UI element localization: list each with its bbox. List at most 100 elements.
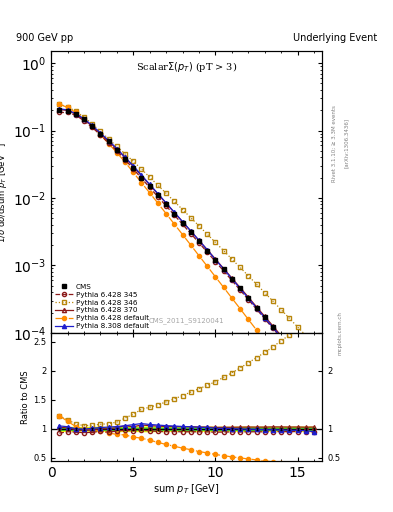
Pythia 8.308 default (114, 145, 119, 152)
Pythia 6.428 346 (131, 158, 136, 164)
Text: Rivet 3.1.10; ≥ 3.3M events: Rivet 3.1.10; ≥ 3.3M events (332, 105, 337, 182)
Pythia 6.428 345 (303, 365, 308, 371)
Pythia 8.308 default (164, 200, 169, 206)
Pythia 8.308 default (57, 105, 62, 112)
Pythia 6.428 default (263, 338, 267, 344)
Pythia 8.308 default (65, 107, 70, 113)
Pythia 8.308 default (131, 163, 136, 169)
Pythia 8.308 default (106, 137, 111, 143)
Pythia 6.428 345 (123, 157, 127, 163)
Pythia 6.428 346 (303, 332, 308, 338)
Pythia 6.428 default (303, 392, 308, 398)
Pythia 6.428 default (172, 221, 177, 227)
Pythia 6.428 370 (180, 219, 185, 225)
Pythia 6.428 default (73, 110, 78, 116)
Pythia 6.428 346 (295, 324, 300, 330)
Text: Scalar$\Sigma(p_T)$ (pT > 3): Scalar$\Sigma(p_T)$ (pT > 3) (136, 60, 237, 74)
Pythia 6.428 370 (312, 372, 316, 378)
Pythia 6.428 345 (172, 212, 177, 218)
Pythia 6.428 345 (188, 230, 193, 237)
Text: Underlying Event: Underlying Event (293, 33, 377, 44)
Pythia 6.428 370 (295, 352, 300, 358)
Pythia 6.428 370 (263, 313, 267, 319)
Pythia 6.428 346 (238, 264, 242, 270)
Pythia 6.428 346 (114, 143, 119, 150)
Pythia 6.428 default (82, 116, 86, 122)
Pythia 6.428 370 (238, 285, 242, 291)
Pythia 6.428 370 (287, 343, 292, 349)
Pythia 6.428 370 (271, 323, 275, 329)
Pythia 6.428 default (238, 306, 242, 312)
Pythia 6.428 345 (221, 268, 226, 274)
Pythia 6.428 346 (188, 215, 193, 221)
Y-axis label: 1/$\sigma$ d$\sigma$/dsum $p_T$ [GeV$^{-1}$]: 1/$\sigma$ d$\sigma$/dsum $p_T$ [GeV$^{-… (0, 141, 10, 243)
Pythia 8.308 default (82, 116, 86, 122)
Pythia 6.428 default (90, 123, 95, 129)
Text: 900 GeV pp: 900 GeV pp (16, 33, 73, 44)
Pythia 6.428 345 (98, 132, 103, 138)
Pythia 6.428 370 (156, 191, 160, 197)
Pythia 6.428 default (295, 381, 300, 387)
Pythia 6.428 default (188, 242, 193, 248)
Pythia 6.428 345 (65, 110, 70, 116)
Pythia 6.428 345 (156, 194, 160, 200)
Pythia 8.308 default (246, 295, 251, 301)
Pythia 8.308 default (238, 285, 242, 291)
Pythia 6.428 346 (205, 231, 209, 237)
Pythia 6.428 345 (147, 184, 152, 190)
Text: CMS_2011_S9120041: CMS_2011_S9120041 (149, 317, 224, 325)
Pythia 6.428 default (312, 403, 316, 409)
Pythia 6.428 345 (90, 124, 95, 131)
Pythia 6.428 default (131, 169, 136, 176)
Pythia 6.428 default (123, 159, 127, 165)
Pythia 6.428 default (139, 180, 144, 186)
Pythia 8.308 default (196, 238, 201, 244)
Pythia 6.428 370 (73, 111, 78, 117)
Pythia 6.428 345 (246, 296, 251, 303)
Pythia 6.428 370 (196, 237, 201, 243)
Pythia 6.428 345 (114, 148, 119, 154)
Pythia 8.308 default (254, 305, 259, 311)
Pythia 6.428 346 (196, 223, 201, 229)
Pythia 6.428 345 (164, 203, 169, 209)
Pythia 6.428 345 (213, 259, 218, 265)
Pythia 6.428 default (246, 316, 251, 323)
Pythia 6.428 345 (263, 316, 267, 322)
Pythia 6.428 370 (254, 304, 259, 310)
Pythia 8.308 default (123, 154, 127, 160)
Pythia 6.428 default (114, 150, 119, 156)
Pythia 6.428 346 (90, 121, 95, 127)
Pythia 6.428 370 (164, 200, 169, 206)
Pythia 6.428 default (164, 210, 169, 217)
Pythia 6.428 345 (279, 335, 283, 342)
Pythia 6.428 345 (73, 112, 78, 118)
Pythia 6.428 345 (106, 140, 111, 146)
Pythia 6.428 default (221, 284, 226, 290)
Pythia 6.428 346 (123, 151, 127, 157)
Pythia 6.428 default (196, 252, 201, 259)
Pythia 8.308 default (271, 325, 275, 331)
Pythia 6.428 346 (172, 198, 177, 204)
Pythia 6.428 346 (156, 182, 160, 188)
Pythia 6.428 370 (303, 362, 308, 368)
Pythia 6.428 346 (57, 101, 62, 108)
Line: Pythia 6.428 345: Pythia 6.428 345 (57, 111, 316, 380)
Pythia 8.308 default (188, 228, 193, 234)
Pythia 6.428 default (156, 200, 160, 206)
Pythia 6.428 default (230, 295, 234, 301)
Pythia 6.428 370 (106, 138, 111, 144)
Pythia 6.428 default (180, 231, 185, 238)
Pythia 6.428 345 (82, 118, 86, 124)
Pythia 6.428 346 (106, 136, 111, 142)
Pythia 8.308 default (279, 334, 283, 340)
Pythia 6.428 345 (287, 345, 292, 351)
Pythia 8.308 default (205, 247, 209, 253)
Pythia 6.428 default (65, 104, 70, 111)
Pythia 6.428 370 (90, 123, 95, 129)
Line: Pythia 6.428 346: Pythia 6.428 346 (57, 102, 316, 347)
Pythia 6.428 default (271, 349, 275, 355)
Pythia 8.308 default (147, 181, 152, 187)
Pythia 6.428 370 (246, 294, 251, 300)
Text: [arXiv:1306.3436]: [arXiv:1306.3436] (344, 118, 349, 168)
Pythia 6.428 370 (98, 131, 103, 137)
